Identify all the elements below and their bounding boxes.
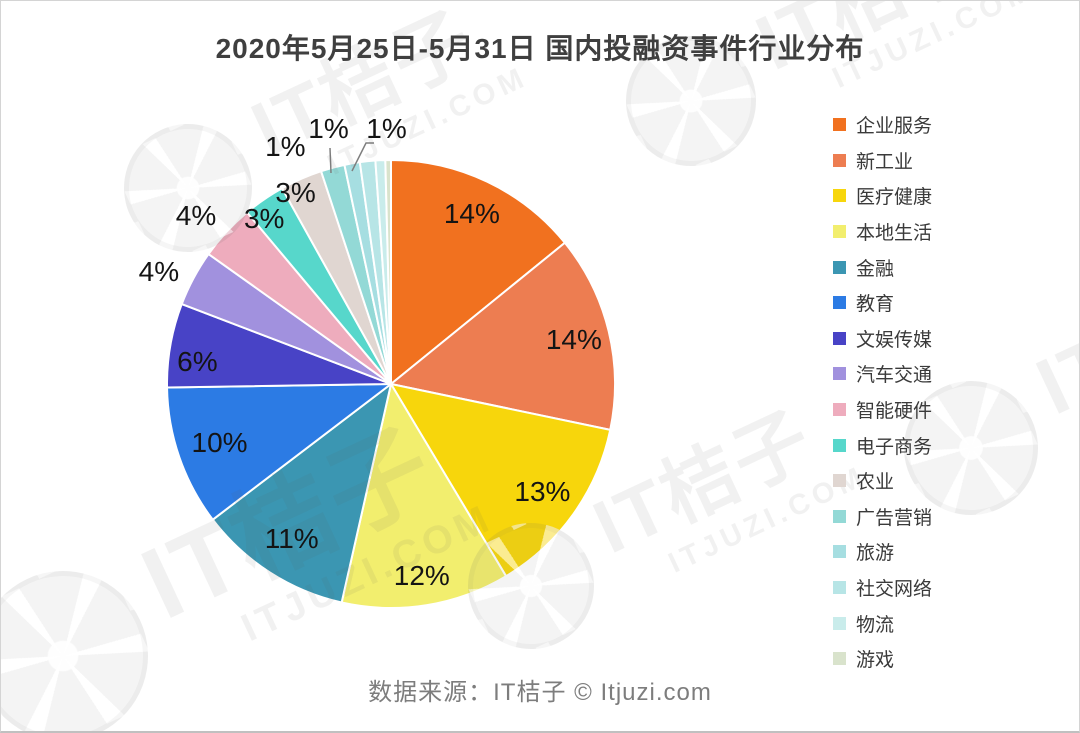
legend-item-汽车交通[interactable]: 汽车交通 <box>833 356 932 392</box>
legend-swatch-icon <box>833 189 846 203</box>
legend-item-物流[interactable]: 物流 <box>833 605 932 641</box>
legend-label: 电子商务 <box>856 436 933 458</box>
legend-item-文娱传媒[interactable]: 文娱传媒 <box>833 321 932 357</box>
source-footer: 数据来源：IT桔子 © Itjuzi.com <box>368 679 712 706</box>
legend-swatch-icon <box>833 403 846 417</box>
pie-slice-游戏[interactable] <box>384 158 392 385</box>
legend-label: 新工业 <box>856 151 914 173</box>
legend-swatch-icon <box>833 118 846 132</box>
legend-swatch-icon <box>833 581 846 595</box>
pct-label-本地生活: 12% <box>393 560 450 592</box>
page-title: 2020年5月25日-5月31日 国内投融资事件行业分布 <box>215 33 865 64</box>
pct-label-教育: 10% <box>191 427 248 459</box>
legend-label: 文娱传媒 <box>856 329 933 351</box>
legend-item-本地生活[interactable]: 本地生活 <box>833 214 932 250</box>
legend-item-电子商务[interactable]: 电子商务 <box>833 427 932 463</box>
legend-label: 农业 <box>856 472 895 494</box>
legend-item-金融[interactable]: 金融 <box>833 249 932 285</box>
legend-swatch-icon <box>833 616 846 630</box>
pct-label-广告营销: 1% <box>265 130 306 162</box>
legend-swatch-icon <box>833 260 846 274</box>
pct-label-旅游: 1% <box>308 113 349 145</box>
legend-label: 智能硬件 <box>856 401 933 423</box>
pie-slice-教育[interactable] <box>166 383 392 521</box>
legend-swatch-icon <box>833 545 846 559</box>
legend-item-医疗健康[interactable]: 医疗健康 <box>833 178 932 214</box>
legend-label: 游戏 <box>856 650 895 672</box>
legend-item-农业[interactable]: 农业 <box>833 463 932 499</box>
legend-label: 企业服务 <box>856 116 933 138</box>
legend-swatch-icon <box>833 331 846 345</box>
pie-slice-企业服务[interactable] <box>390 159 566 385</box>
legend-item-广告营销[interactable]: 广告营销 <box>833 499 932 535</box>
pct-label-金融: 11% <box>264 522 319 554</box>
pct-label-医疗健康: 13% <box>514 475 571 507</box>
legend-label: 汽车交通 <box>856 365 933 387</box>
pct-label-农业: 3% <box>275 176 316 208</box>
label-leader-line <box>329 147 332 174</box>
legend-label: 广告营销 <box>856 507 933 529</box>
legend-swatch-icon <box>833 652 846 666</box>
pct-label-文娱传媒: 6% <box>177 345 218 377</box>
legend-swatch-icon <box>833 367 846 381</box>
legend-swatch-icon <box>833 296 846 310</box>
legend-item-新工业[interactable]: 新工业 <box>833 143 932 179</box>
chart-legend: 企业服务新工业医疗健康本地生活金融教育文娱传媒汽车交通智能硬件电子商务农业广告营… <box>833 107 932 677</box>
label-leader-line <box>351 142 374 172</box>
legend-swatch-icon <box>833 438 846 452</box>
legend-label: 金融 <box>856 258 895 280</box>
legend-swatch-icon <box>833 225 846 239</box>
pct-label-智能硬件: 4% <box>175 199 217 231</box>
pct-label-汽车交通: 4% <box>138 256 180 288</box>
legend-label: 本地生活 <box>856 223 933 245</box>
legend-swatch-icon <box>833 509 846 523</box>
legend-label: 社交网络 <box>856 579 933 601</box>
legend-swatch-icon <box>833 474 846 488</box>
legend-swatch-icon <box>833 153 846 167</box>
legend-item-旅游[interactable]: 旅游 <box>833 534 932 570</box>
pct-label-新工业: 14% <box>545 323 602 355</box>
legend-item-游戏[interactable]: 游戏 <box>833 641 932 677</box>
legend-item-智能硬件[interactable]: 智能硬件 <box>833 392 932 428</box>
legend-item-社交网络[interactable]: 社交网络 <box>833 570 932 606</box>
legend-item-企业服务[interactable]: 企业服务 <box>833 107 932 143</box>
legend-label: 物流 <box>856 614 895 636</box>
pie-slice-新工业[interactable] <box>390 241 616 431</box>
legend-item-教育[interactable]: 教育 <box>833 285 932 321</box>
legend-label: 医疗健康 <box>856 187 933 209</box>
legend-label: 旅游 <box>856 543 895 565</box>
pct-label-企业服务: 14% <box>443 198 500 230</box>
pct-label-社交网络: 1% <box>366 112 407 144</box>
pie-slice-金融[interactable] <box>211 383 392 604</box>
legend-label: 教育 <box>856 294 895 316</box>
